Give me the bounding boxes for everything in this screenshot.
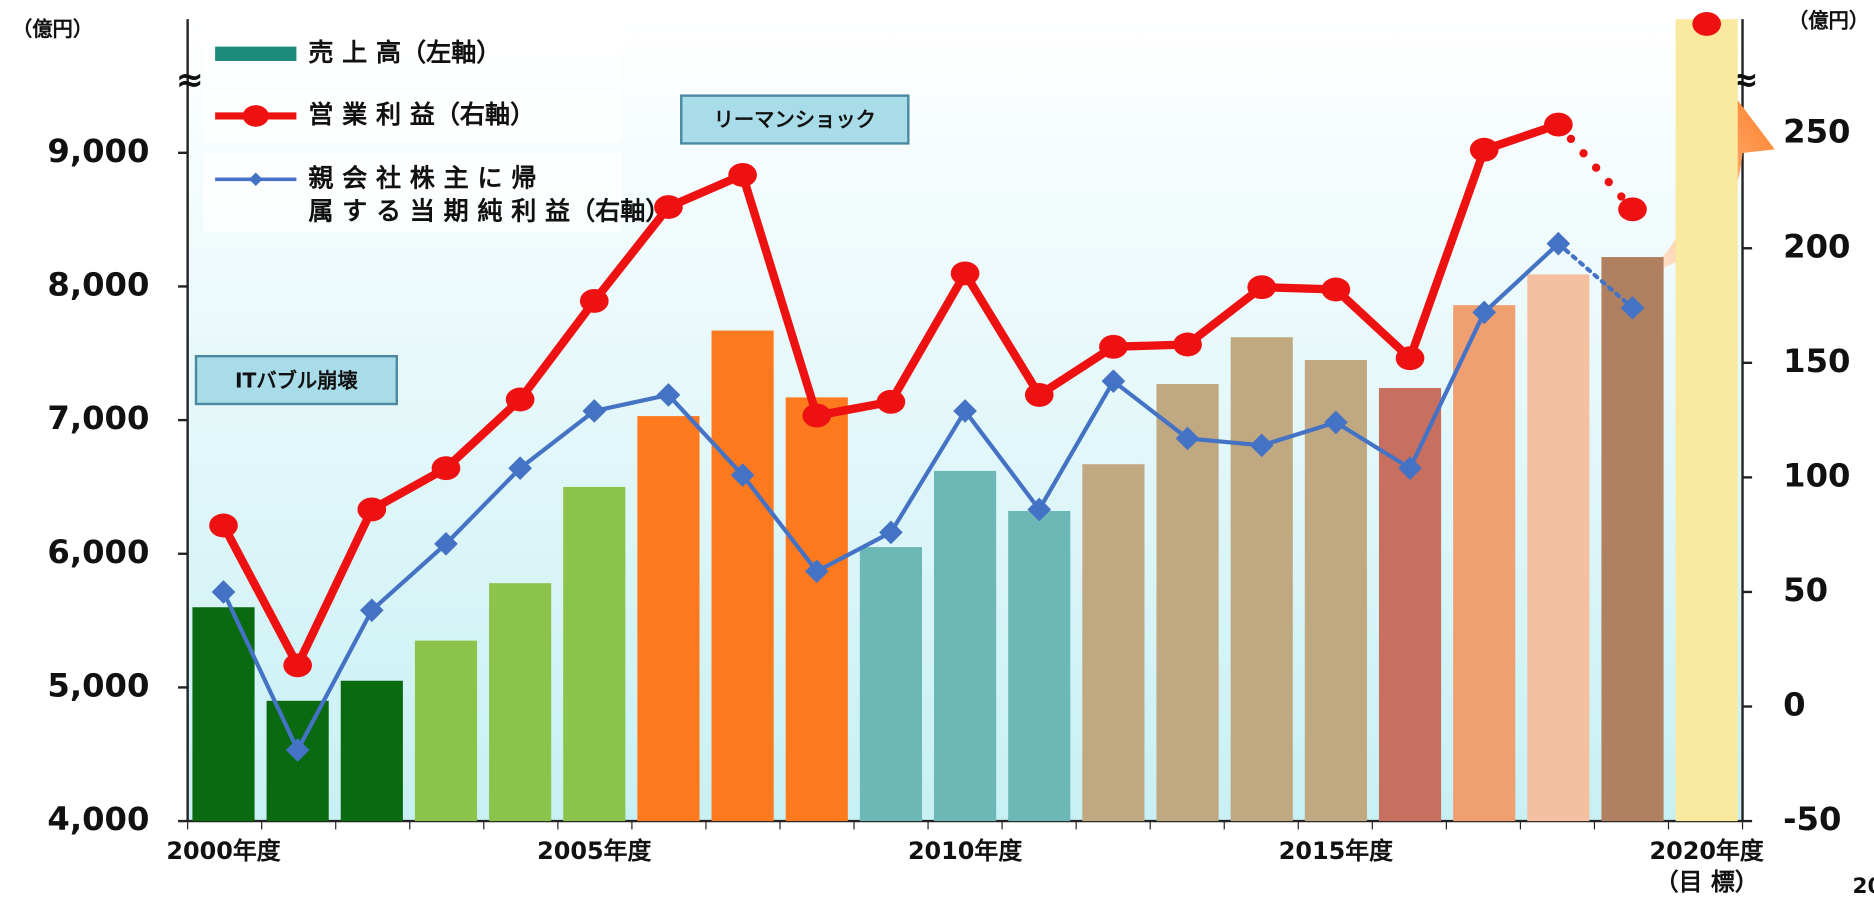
marker: [802, 404, 831, 428]
bar: [341, 681, 403, 821]
marker: [1470, 138, 1499, 162]
bar: [1082, 464, 1144, 821]
y2-tick-label: 250: [1783, 113, 1850, 151]
marker: [1322, 278, 1351, 302]
legend: 売 上 高（左軸） 営 業 利 益（右軸） 親 会 社 株 主 に 帰 属 す る …: [203, 28, 670, 232]
marker: [1618, 197, 1647, 221]
y-tick-label: 7,000: [47, 399, 149, 437]
x-tick-label: 2010年度: [908, 837, 1022, 865]
legend-label-line: 親 会 社 株 主 に 帰: [308, 163, 545, 192]
legend-marker: [243, 105, 269, 127]
marker: [209, 514, 238, 538]
chart: （億円） （億円） 20 売 上 高（左軸） 営 業 利 益（右軸） 親 会 社 株…: [0, 0, 1874, 894]
x-tick-label: 2015年度: [1279, 837, 1393, 865]
marker: [432, 456, 461, 480]
annotation: リーマンショック: [714, 108, 876, 132]
bar: [860, 547, 922, 821]
bar: [1527, 274, 1589, 821]
marker: [1099, 335, 1128, 359]
y-tick-label: 4,000: [47, 800, 149, 838]
y2-tick-label: 100: [1783, 456, 1850, 494]
annotation: ITバブル崩壊: [235, 368, 359, 392]
legend-swatch: [215, 47, 296, 61]
marker: [506, 388, 535, 412]
bar: [1601, 257, 1663, 821]
marker: [283, 653, 312, 677]
marker: [951, 262, 980, 286]
y-tick-label: 8,000: [47, 265, 149, 303]
y-tick-label: 6,000: [47, 533, 149, 571]
bar: [415, 641, 477, 821]
y2-tick-label: 200: [1783, 227, 1850, 265]
bar: [563, 487, 625, 821]
marker: [1173, 333, 1202, 357]
legend-label-line: 属 す る 当 期 純 利 益（右軸）: [308, 197, 670, 226]
bar: [786, 397, 848, 821]
marker: [1396, 346, 1425, 370]
marker: [1247, 275, 1276, 299]
legend-label: 営 業 利 益（右軸）: [308, 100, 535, 129]
y2-tick-label: 50: [1783, 571, 1828, 609]
marker: [728, 163, 757, 187]
x-tick-label: 2000年度: [166, 837, 280, 865]
bar: [1676, 19, 1738, 821]
page-number: 20: [1852, 874, 1874, 894]
marker: [877, 390, 906, 414]
x-tick-label: 2005年度: [537, 837, 651, 865]
axis-break: ≈: [176, 60, 204, 99]
x-tick-label: 2020年度: [1650, 837, 1764, 865]
y2-tick-label: 150: [1783, 342, 1850, 380]
bar: [1453, 305, 1515, 821]
bar: [1008, 511, 1070, 821]
marker: [357, 498, 386, 522]
y-tick-label: 5,000: [47, 666, 149, 704]
marker: [1025, 383, 1054, 407]
bar: [934, 471, 996, 821]
y2-label: （億円）: [1788, 9, 1869, 33]
bar: [489, 583, 551, 821]
target-label: （目 標）: [1655, 868, 1759, 894]
bar: [637, 416, 699, 821]
y-label: （億円）: [12, 17, 93, 41]
marker: [654, 195, 683, 219]
marker: [580, 289, 609, 313]
y2-tick-label: -50: [1783, 800, 1841, 838]
bar: [1231, 337, 1293, 821]
y2-tick-label: 0: [1783, 686, 1805, 724]
bar: [712, 331, 774, 822]
y-tick-label: 9,000: [47, 132, 149, 170]
marker: [1692, 12, 1721, 36]
legend-label: 売 上 高（左軸）: [308, 38, 501, 67]
marker: [1544, 113, 1573, 137]
